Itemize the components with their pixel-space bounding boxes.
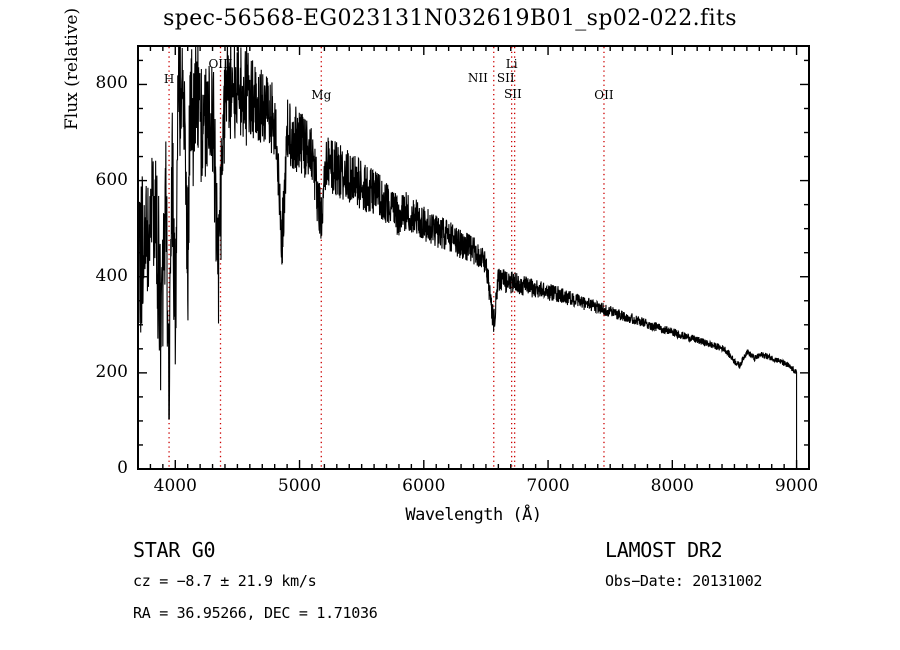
y-tick-label: 800 <box>95 73 128 94</box>
observation-date: Obs−Date: 20131002 <box>605 572 763 590</box>
y-tick-label: 0 <box>117 458 128 478</box>
spectral-line-label: OII <box>594 88 614 102</box>
x-tick-label: 5000 <box>277 476 322 496</box>
x-axis-label: Wavelength (Å) <box>405 505 542 525</box>
survey-name: LAMOST DR2 <box>605 538 723 562</box>
spectral-line-label: SII <box>504 87 522 101</box>
x-tick-label: 9000 <box>774 476 819 496</box>
page-title: spec-56568-EG023131N032619B01_sp02-022.f… <box>163 6 737 31</box>
spectral-line-label: SII <box>496 71 515 85</box>
plot-frame <box>137 45 810 470</box>
y-axis-label: Flux (relative) <box>62 7 82 130</box>
y-tick-label: 600 <box>95 169 128 190</box>
x-tick-label: 7000 <box>526 476 570 496</box>
spectral-line-label: H <box>163 72 175 86</box>
y-tick-label: 400 <box>95 265 128 286</box>
spectral-line-label: Li <box>505 57 518 71</box>
object-class: STAR G0 <box>133 538 216 562</box>
spectral-line-label: NII <box>467 71 488 85</box>
spectral-line-label: OIII <box>208 57 233 71</box>
radial-velocity: cz = −8.7 ± 21.9 km/s <box>133 572 317 590</box>
spectral-line-label: Mg <box>311 88 332 102</box>
y-axis-label-wrap: Flux (relative) <box>62 8 82 131</box>
x-tick-label: 8000 <box>650 476 694 496</box>
x-tick-label: 6000 <box>402 476 446 496</box>
coordinates: RA = 36.95266, DEC = 1.71036 <box>133 604 378 622</box>
x-tick-label: 4000 <box>153 476 197 496</box>
y-tick-label: 200 <box>95 361 128 382</box>
